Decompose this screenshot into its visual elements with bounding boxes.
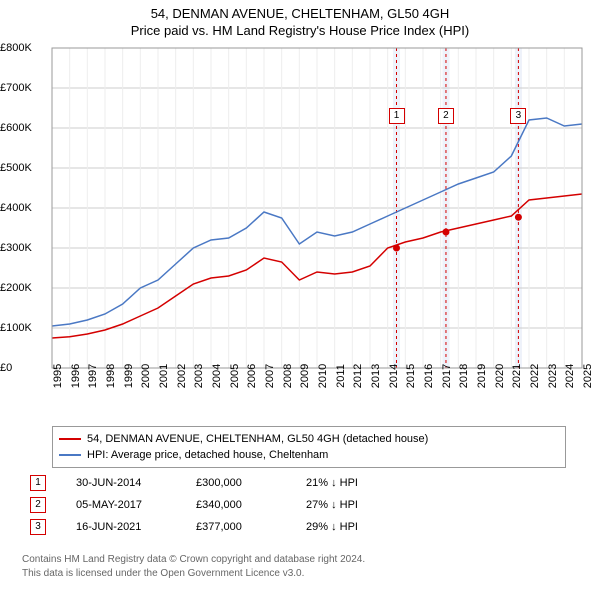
chart-marker-label: 3 [510, 108, 526, 124]
legend-swatch [59, 438, 81, 440]
x-tick-label: 1997 [87, 364, 99, 388]
transaction-row: 3 16-JUN-2021£377,00029% ↓ HPI [30, 516, 426, 538]
transaction-date: 16-JUN-2021 [76, 521, 196, 533]
x-tick-label: 2005 [229, 364, 241, 388]
y-tick-label: £400K [0, 202, 48, 214]
y-tick-label: £300K [0, 242, 48, 254]
transaction-price: £340,000 [196, 499, 306, 511]
chart-legend: 54, DENMAN AVENUE, CHELTENHAM, GL50 4GH … [52, 426, 566, 468]
transaction-index-box: 3 [30, 519, 46, 535]
x-tick-label: 2021 [511, 364, 523, 388]
x-tick-label: 2024 [564, 364, 576, 388]
legend-label: HPI: Average price, detached house, Chel… [87, 447, 328, 463]
x-tick-label: 2012 [352, 364, 364, 388]
x-tick-label: 2011 [335, 364, 347, 388]
x-tick-label: 2016 [423, 364, 435, 388]
transaction-pct: 29% ↓ HPI [306, 521, 426, 533]
y-tick-label: £600K [0, 122, 48, 134]
x-tick-label: 2008 [282, 364, 294, 388]
x-tick-label: 2014 [388, 364, 400, 388]
x-tick-label: 2019 [476, 364, 488, 388]
x-tick-label: 2022 [529, 364, 541, 388]
x-tick-label: 1999 [123, 364, 135, 388]
y-tick-label: £0 [0, 362, 48, 374]
x-tick-label: 2015 [405, 364, 417, 388]
transaction-pct: 27% ↓ HPI [306, 499, 426, 511]
transaction-price: £300,000 [196, 477, 306, 489]
x-tick-label: 2000 [140, 364, 152, 388]
transaction-row: 1 30-JUN-2014£300,00021% ↓ HPI [30, 472, 426, 494]
chart-marker-label: 2 [438, 108, 454, 124]
transaction-date: 30-JUN-2014 [76, 477, 196, 489]
x-tick-label: 2003 [193, 364, 205, 388]
legend-swatch [59, 454, 81, 456]
x-tick-label: 2010 [317, 364, 329, 388]
y-tick-label: £200K [0, 282, 48, 294]
x-tick-label: 2007 [264, 364, 276, 388]
x-tick-label: 1996 [70, 364, 82, 388]
chart-marker-label: 1 [389, 108, 405, 124]
x-tick-label: 2018 [458, 364, 470, 388]
x-tick-label: 2004 [211, 364, 223, 388]
x-tick-label: 2009 [299, 364, 311, 388]
x-tick-label: 2001 [158, 364, 170, 388]
x-tick-label: 2023 [547, 364, 559, 388]
x-tick-label: 2002 [176, 364, 188, 388]
transaction-price: £377,000 [196, 521, 306, 533]
x-tick-label: 2017 [441, 364, 453, 388]
transaction-pct: 21% ↓ HPI [306, 477, 426, 489]
transaction-date: 05-MAY-2017 [76, 499, 196, 511]
legend-item: 54, DENMAN AVENUE, CHELTENHAM, GL50 4GH … [59, 431, 559, 447]
y-tick-label: £800K [0, 42, 48, 54]
y-tick-label: £100K [0, 322, 48, 334]
x-tick-label: 2006 [246, 364, 258, 388]
transaction-index-box: 1 [30, 475, 46, 491]
transaction-index-box: 2 [30, 497, 46, 513]
x-tick-label: 2025 [582, 364, 594, 388]
x-tick-label: 1995 [52, 364, 64, 388]
x-tick-label: 1998 [105, 364, 117, 388]
y-tick-label: £500K [0, 162, 48, 174]
x-tick-label: 2020 [494, 364, 506, 388]
transaction-row: 2 05-MAY-2017£340,00027% ↓ HPI [30, 494, 426, 516]
legend-label: 54, DENMAN AVENUE, CHELTENHAM, GL50 4GH … [87, 431, 428, 447]
x-tick-label: 2013 [370, 364, 382, 388]
footer-line1: Contains HM Land Registry data © Crown c… [22, 554, 365, 565]
footer-line2: This data is licensed under the Open Gov… [22, 568, 304, 579]
y-tick-label: £700K [0, 82, 48, 94]
legend-item: HPI: Average price, detached house, Chel… [59, 447, 559, 463]
transactions-table: 1 30-JUN-2014£300,00021% ↓ HPI 2 05-MAY-201… [30, 472, 426, 538]
